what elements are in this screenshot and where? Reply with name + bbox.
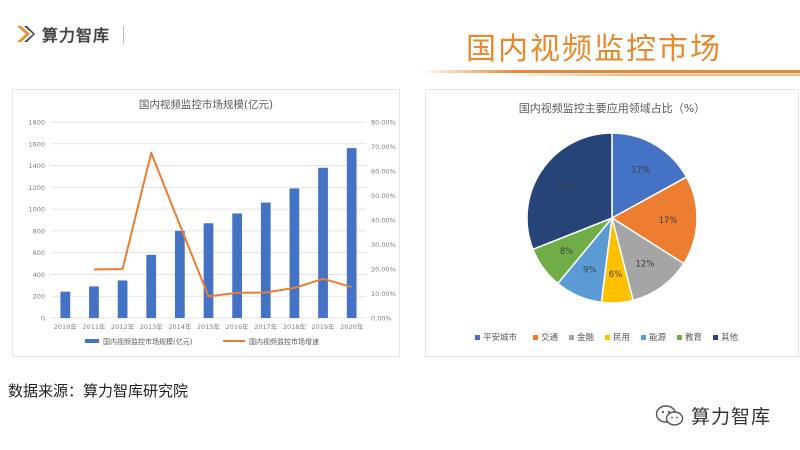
legend-label: 民用 xyxy=(613,333,630,343)
x-tick-label: 2010年 xyxy=(54,322,78,331)
pie-value-label: 17% xyxy=(659,216,678,226)
legend-label: 金融 xyxy=(577,332,595,343)
x-tick-label: 2015年 xyxy=(197,322,221,331)
bar-2017年 xyxy=(260,202,271,318)
legend-label: 其他 xyxy=(721,332,739,343)
chart-legend: 国内视频监控市场规模(亿元) 国内视频监控市场增速 xyxy=(85,337,319,346)
page-title: 国内视频监控市场 xyxy=(466,32,722,67)
pie-slice-平安城市 xyxy=(611,132,688,220)
legend-label: 交通 xyxy=(541,332,559,343)
y-right-tick-label: 20.00% xyxy=(371,266,396,274)
pie-value-label: 8% xyxy=(560,247,574,257)
x-tick-label: 2020年 xyxy=(340,322,364,331)
legend-swatch-bar xyxy=(85,339,99,343)
pie-value-label: 12% xyxy=(636,259,655,269)
abacus-logo-icon xyxy=(17,26,35,42)
x-tick-label: 2017年 xyxy=(254,322,278,331)
brand-logo: 算力智库 xyxy=(14,22,110,46)
y-left-tick-label: 0 xyxy=(41,315,45,323)
y-right-tick-label: 40.00% xyxy=(371,217,396,225)
title-underline-secondary xyxy=(500,74,800,76)
footer-brand-name: 算力智库 xyxy=(691,406,772,428)
x-tick-label: 2011年 xyxy=(82,322,106,331)
bar-2013年 xyxy=(146,254,157,318)
y-left-tick-label: 1200 xyxy=(28,184,45,192)
bar-2019年 xyxy=(318,167,328,318)
y-left-tick-label: 1000 xyxy=(28,206,45,214)
legend-swatch xyxy=(475,335,480,340)
y-right-tick-label: 70.00% xyxy=(371,143,396,151)
pie-value-label: 6% xyxy=(609,270,623,280)
chart-title: 国内视频监控主要应用领域占比（%） xyxy=(519,101,705,115)
pie-slice-交通 xyxy=(610,176,698,265)
bar-2010年 xyxy=(60,291,71,318)
pie-value-label: 17% xyxy=(631,166,650,176)
y-left-tick-label: 1600 xyxy=(28,140,45,148)
legend-label: 平安城市 xyxy=(483,332,518,343)
pie-slice-其他 xyxy=(526,132,613,251)
legend-swatch xyxy=(641,335,646,340)
y-left-tick-label: 1800 xyxy=(28,119,45,127)
y-left-tick-label: 200 xyxy=(33,293,45,301)
legend-swatch xyxy=(677,335,682,340)
legend-swatch xyxy=(713,335,718,340)
legend-label: 能源 xyxy=(649,332,667,343)
pie-value-label: 31% xyxy=(556,182,575,192)
x-tick-label: 2018年 xyxy=(283,322,307,331)
legend-label-line: 国内视频监控市场增速 xyxy=(249,337,319,346)
chart-title: 国内视频监控市场规模(亿元) xyxy=(139,98,273,111)
brand-name: 算力智库 xyxy=(42,26,111,45)
bar-2020年 xyxy=(346,148,357,318)
bar-2012年 xyxy=(117,280,128,318)
bar-2011年 xyxy=(89,286,99,318)
y-right-tick-label: 60.00% xyxy=(371,168,396,176)
legend-swatch xyxy=(533,335,538,340)
pie-slice-金融 xyxy=(610,216,685,302)
bar-2014年 xyxy=(174,230,185,318)
growth-rate-line xyxy=(93,151,352,298)
x-tick-label: 2016年 xyxy=(226,322,250,331)
x-tick-label: 2013年 xyxy=(140,322,164,331)
y-left-tick-label: 600 xyxy=(33,249,45,257)
footer-brand: 算力智库 xyxy=(655,402,771,429)
x-tick-label: 2019年 xyxy=(312,322,336,331)
y-right-tick-label: 80.00% xyxy=(371,119,396,127)
y-left-tick-label: 400 xyxy=(33,271,45,279)
y-right-tick-label: 50.00% xyxy=(371,192,396,200)
y-right-tick-label: 10.00% xyxy=(371,290,396,298)
legend-label: 教育 xyxy=(685,332,702,343)
header-divider xyxy=(123,26,124,44)
legend-label-bar: 国内视频监控市场规模(亿元) xyxy=(103,337,193,346)
bar-2016年 xyxy=(232,213,243,318)
bar-2015年 xyxy=(203,223,214,318)
market-size-chart-panel: 国内视频监控市场规模(亿元) 0 200 400 600 800 1000 1200 1400… xyxy=(12,89,400,357)
market-size-chart: 国内视频监控市场规模(亿元) 0 200 400 600 800 1000 1200 1400… xyxy=(28,98,396,346)
y-left-tick-label: 800 xyxy=(33,227,45,235)
x-tick-label: 2014年 xyxy=(168,322,192,331)
application-share-chart-panel: 国内视频监控主要应用领域占比（%） 17% 17% 12% 6% 9% 8% 31% 平安城… xyxy=(425,89,799,357)
data-source-note: 数据来源：算力智库研究院 xyxy=(8,382,189,400)
pie-value-label: 9% xyxy=(583,265,597,275)
y-left-tick-label: 1400 xyxy=(28,162,45,170)
wechat-icon xyxy=(655,404,684,426)
application-share-chart: 国内视频监控主要应用领域占比（%） 17% 17% 12% 6% 9% 8% 31% 平安城… xyxy=(475,101,739,343)
title-underline xyxy=(420,70,800,73)
y-right-tick-label: 0.00% xyxy=(371,315,392,323)
y-right-tick-label: 30.00% xyxy=(371,241,396,249)
legend-swatch xyxy=(605,335,610,340)
x-tick-label: 2012年 xyxy=(111,322,135,331)
legend-swatch xyxy=(569,335,574,340)
bar-2018年 xyxy=(289,188,300,318)
